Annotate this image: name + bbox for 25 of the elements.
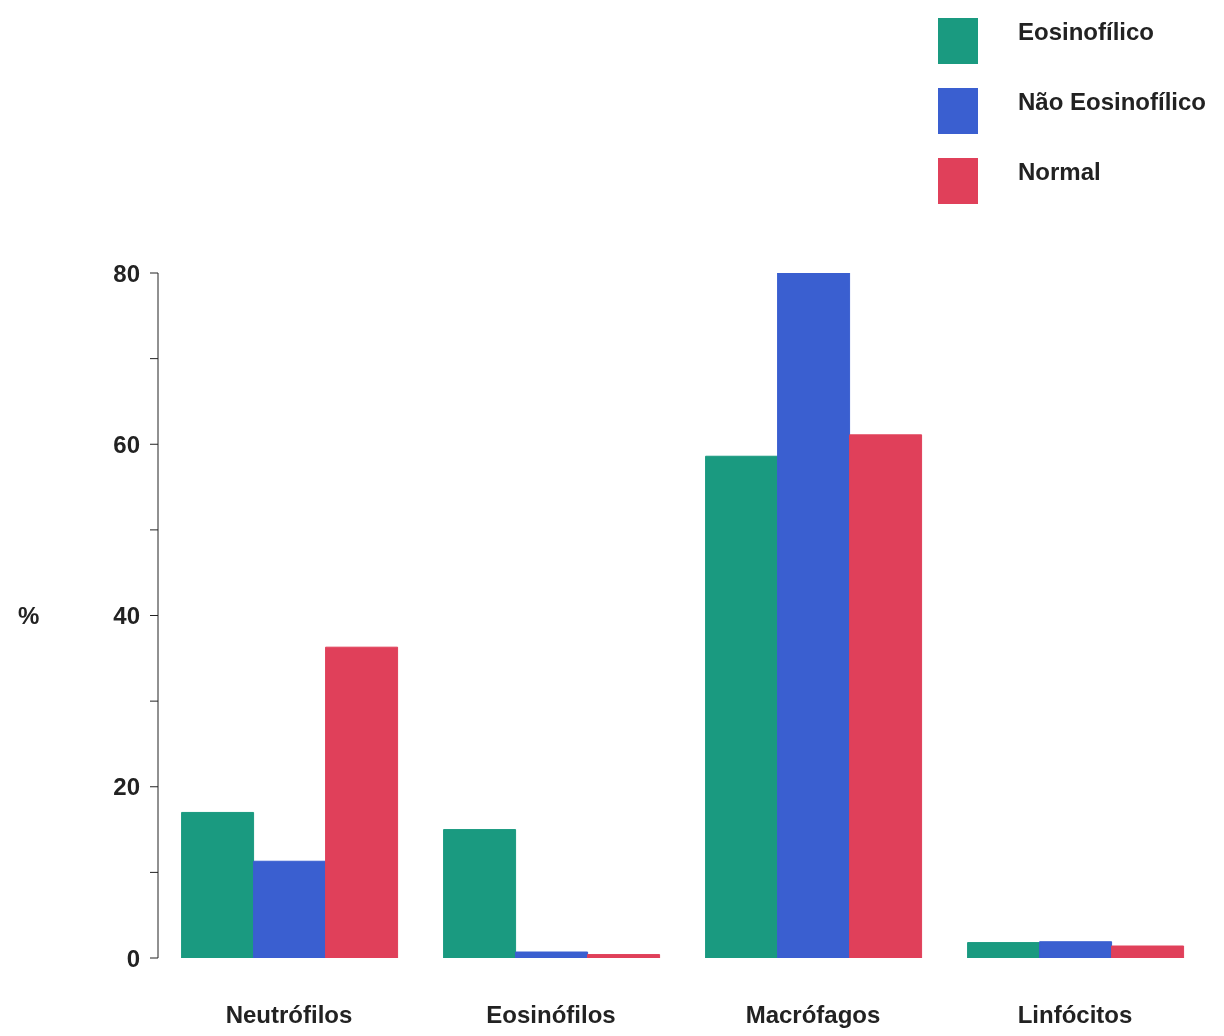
y-tick-label: 40	[113, 602, 140, 630]
bar	[1111, 945, 1185, 958]
bar	[705, 455, 779, 958]
x-tick-label: Linfócitos	[1017, 1001, 1133, 1029]
legend-label: Não Eosinofílico	[1017, 88, 1206, 116]
x-tick-label: Macrófagos	[745, 1001, 881, 1029]
x-tick-label: Neutrófilos	[225, 1001, 353, 1029]
bar	[443, 829, 517, 958]
bar	[253, 860, 327, 958]
bar	[181, 811, 255, 958]
bar	[587, 954, 661, 958]
y-tick-label: 20	[113, 773, 140, 801]
legend-label: Normal	[1017, 158, 1101, 186]
bar	[1039, 941, 1113, 958]
bar	[849, 434, 923, 958]
x-tick-label: Eosinófilos	[486, 1001, 616, 1029]
y-tick-label: 0	[126, 944, 140, 972]
bar	[325, 646, 399, 958]
bar	[515, 951, 589, 958]
y-axis-title: %	[18, 602, 40, 630]
y-tick-label: 60	[113, 430, 140, 458]
y-tick-label: 80	[113, 259, 140, 287]
legend-label: Eosinofílico	[1017, 18, 1154, 46]
bar	[777, 273, 851, 958]
bar	[967, 942, 1041, 958]
